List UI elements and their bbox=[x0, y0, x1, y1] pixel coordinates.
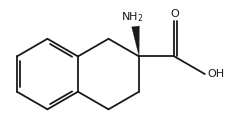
Text: O: O bbox=[169, 9, 178, 19]
Text: NH$_2$: NH$_2$ bbox=[121, 10, 143, 24]
Text: OH: OH bbox=[207, 69, 224, 79]
Polygon shape bbox=[131, 26, 139, 56]
